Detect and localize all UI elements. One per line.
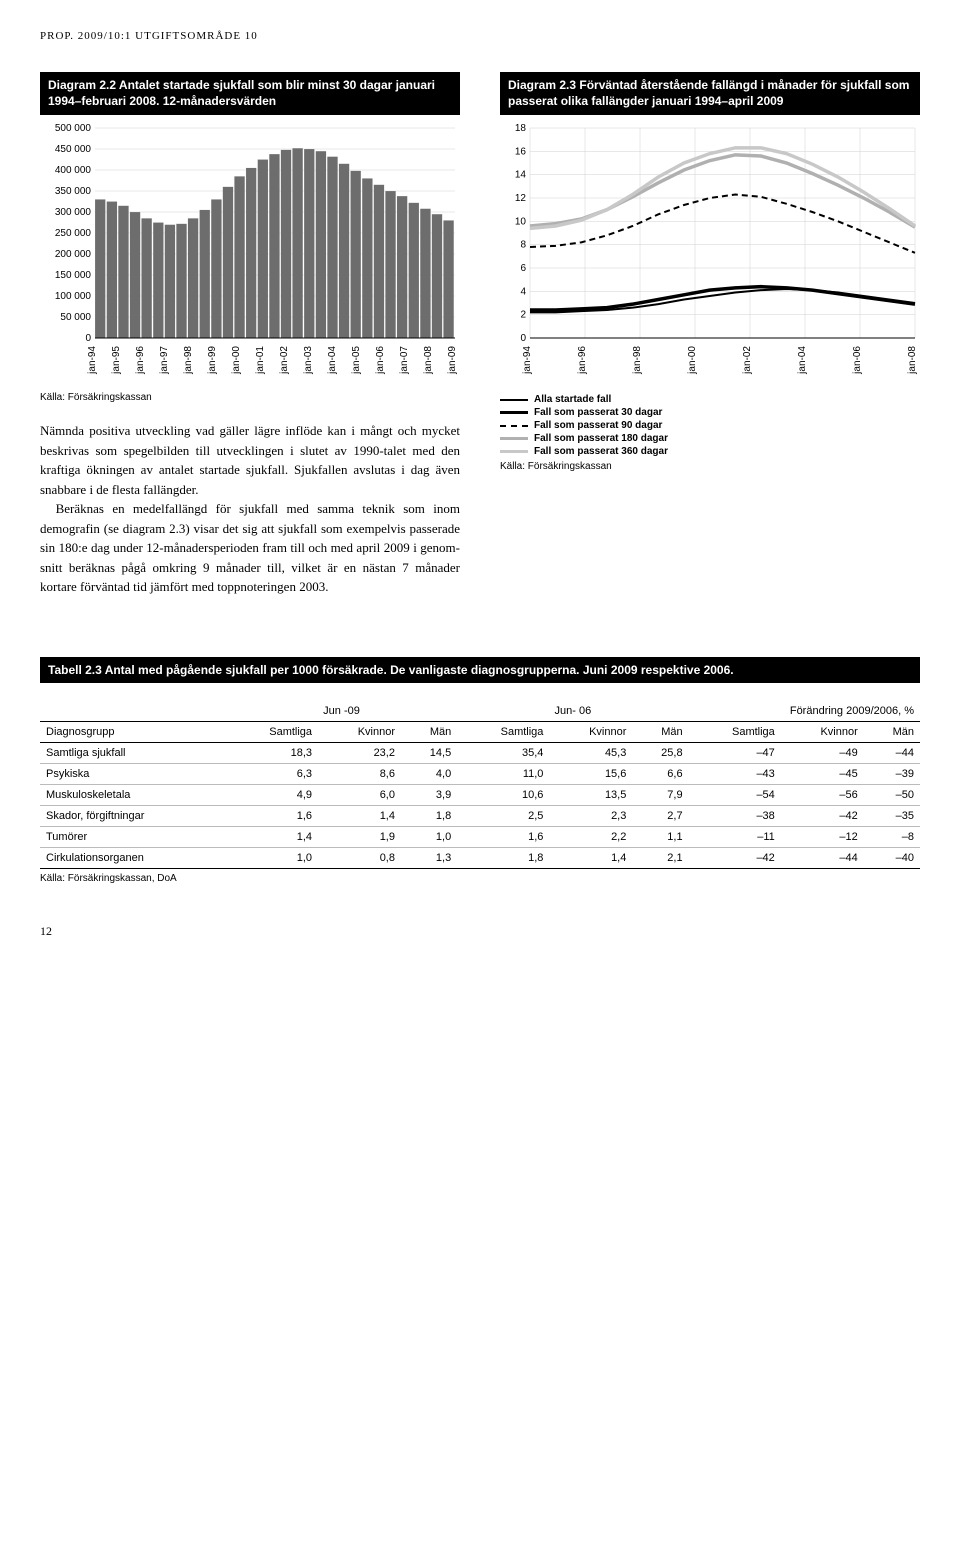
body-p1: Nämnda positiva utveckling vad gäller lä…: [40, 421, 460, 499]
chart-left-source: Källa: Försäkringskassan: [40, 392, 460, 403]
svg-text:100 000: 100 000: [55, 291, 92, 302]
svg-text:jan-96: jan-96: [577, 346, 588, 375]
svg-text:350 000: 350 000: [55, 186, 92, 197]
chart-right: 0 2 4 6 8 10 12 14 16 18 jan-94 jan-96 jan-98 jan-00 j…: [500, 123, 920, 383]
svg-text:jan-00: jan-00: [687, 346, 698, 375]
svg-text:0: 0: [520, 333, 526, 344]
svg-text:jan-02: jan-02: [279, 346, 290, 375]
svg-text:200 000: 200 000: [55, 249, 92, 260]
chart-right-title: Diagram 2.3 Förväntad återstående fallän…: [500, 72, 920, 115]
page-header: PROP. 2009/10:1 UTGIFTSOMRÅDE 10: [40, 30, 920, 42]
svg-text:6: 6: [520, 263, 526, 274]
svg-text:14: 14: [515, 170, 527, 181]
data-table: Jun -09Jun- 06Förändring 2009/2006, %Dia…: [40, 701, 920, 869]
legend-item: Fall som passerat 90 dagar: [500, 420, 920, 431]
svg-text:300 000: 300 000: [55, 207, 92, 218]
svg-text:12: 12: [515, 193, 527, 204]
table-row: Psykiska6,38,64,011,015,66,6–43–45–39: [40, 763, 920, 784]
svg-text:jan-04: jan-04: [797, 346, 808, 375]
svg-text:jan-08: jan-08: [907, 346, 918, 375]
table-row: Skador, förgiftningar1,61,41,82,52,32,7–…: [40, 805, 920, 826]
svg-text:jan-98: jan-98: [632, 346, 643, 375]
chart-right-source: Källa: Försäkringskassan: [500, 461, 920, 472]
svg-text:jan-08: jan-08: [423, 346, 434, 375]
page-number: 12: [40, 924, 920, 939]
svg-text:450 000: 450 000: [55, 144, 92, 155]
svg-text:jan-01: jan-01: [255, 346, 266, 375]
svg-text:16: 16: [515, 147, 527, 158]
svg-text:150 000: 150 000: [55, 270, 92, 281]
svg-text:jan-04: jan-04: [327, 346, 338, 375]
right-column: Diagram 2.3 Förväntad återstående fallän…: [500, 72, 920, 597]
chart-left-title: Diagram 2.2 Antalet startade sjukfall so…: [40, 72, 460, 115]
svg-text:jan-98: jan-98: [183, 346, 194, 375]
table-source: Källa: Försäkringskassan, DoA: [40, 873, 920, 884]
svg-text:jan-00: jan-00: [231, 346, 242, 375]
svg-text:4: 4: [520, 287, 526, 298]
svg-text:18: 18: [515, 123, 527, 134]
svg-text:jan-06: jan-06: [852, 346, 863, 375]
two-column-layout: Diagram 2.2 Antalet startade sjukfall so…: [40, 72, 920, 597]
svg-text:500 000: 500 000: [55, 123, 92, 134]
svg-text:10: 10: [515, 217, 527, 228]
svg-text:8: 8: [520, 240, 526, 251]
svg-text:jan-06: jan-06: [375, 346, 386, 375]
svg-text:jan-96: jan-96: [135, 346, 146, 375]
svg-text:400 000: 400 000: [55, 165, 92, 176]
chart-left: 0 50 000 100 000 150 000 200 000 250 000 300 0…: [40, 123, 460, 383]
svg-text:jan-99: jan-99: [207, 346, 218, 375]
svg-text:jan-97: jan-97: [159, 346, 170, 375]
table-row: Tumörer1,41,91,01,62,21,1–11–12–8: [40, 826, 920, 847]
legend-item: Fall som passerat 30 dagar: [500, 407, 920, 418]
svg-text:jan-02: jan-02: [742, 346, 753, 375]
svg-text:jan-94: jan-94: [87, 346, 98, 375]
table-title: Tabell 2.3 Antal med pågående sjukfall p…: [40, 657, 920, 683]
svg-text:jan-07: jan-07: [399, 346, 410, 375]
svg-text:jan-09: jan-09: [447, 346, 458, 375]
svg-text:jan-94: jan-94: [522, 346, 533, 375]
table-row: Cirkulationsorganen1,00,81,31,81,42,1–42…: [40, 847, 920, 868]
svg-text:jan-05: jan-05: [351, 346, 362, 375]
table-row: Muskuloskeletala4,96,03,910,613,57,9–54–…: [40, 784, 920, 805]
body-p2: Beräknas en medelfallängd för sjukfall m…: [40, 499, 460, 597]
svg-text:50 000: 50 000: [60, 312, 91, 323]
legend-item: Fall som passerat 360 dagar: [500, 446, 920, 457]
legend-item: Fall som passerat 180 dagar: [500, 433, 920, 444]
body-text: Nämnda positiva utveckling vad gäller lä…: [40, 421, 460, 597]
svg-text:0: 0: [85, 333, 91, 344]
left-column: Diagram 2.2 Antalet startade sjukfall so…: [40, 72, 460, 597]
svg-text:2: 2: [520, 310, 526, 321]
svg-text:jan-03: jan-03: [303, 346, 314, 375]
chart-right-legend: Alla startade fall Fall som passerat 30 d…: [500, 394, 920, 457]
svg-text:jan-95: jan-95: [111, 346, 122, 375]
svg-text:250 000: 250 000: [55, 228, 92, 239]
table-row: Samtliga sjukfall18,323,214,535,445,325,…: [40, 742, 920, 763]
legend-item: Alla startade fall: [500, 394, 920, 405]
